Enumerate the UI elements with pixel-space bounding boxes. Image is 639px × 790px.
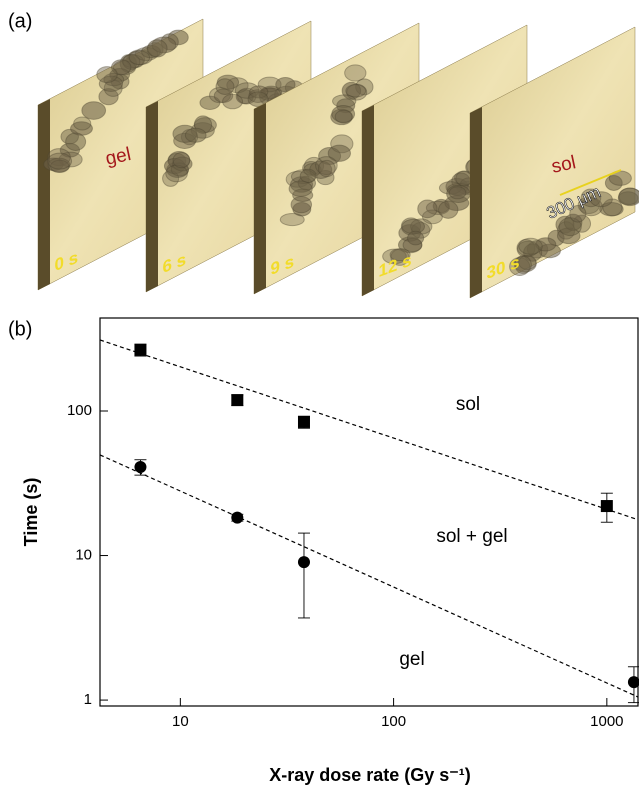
panel-b: (b) 10 100 1000 1 10 100 X-ray dose rate (Gy s⁻… xyxy=(8,318,639,785)
frame-edge xyxy=(470,107,482,298)
particle xyxy=(619,188,639,205)
particle xyxy=(216,79,234,95)
particle xyxy=(66,133,86,150)
data-point xyxy=(231,394,243,406)
panel-label: (a) xyxy=(8,10,32,32)
figure: (a)0 s6 s9 s12 s30 sgelsol300 μm (b) 10 10… xyxy=(0,0,639,790)
particle xyxy=(185,128,206,142)
region-label: sol + gel xyxy=(436,526,507,547)
particle xyxy=(82,102,106,120)
particle xyxy=(289,181,312,196)
region-label: sol xyxy=(456,394,480,415)
x-axis-label: X-ray dose rate (Gy s⁻¹) xyxy=(269,765,471,785)
error-bar xyxy=(298,533,310,618)
particle xyxy=(408,231,424,245)
x-tick-label: 100 xyxy=(381,713,406,730)
particle xyxy=(449,187,466,199)
data-point xyxy=(134,344,146,356)
frame-edge xyxy=(254,103,266,294)
frame-edge xyxy=(146,101,158,292)
particle xyxy=(74,117,91,130)
particle xyxy=(456,171,472,186)
particle xyxy=(97,67,117,83)
region-label: gel xyxy=(399,649,424,670)
x-tick-label: 10 xyxy=(172,713,189,730)
particle xyxy=(129,51,149,65)
particle xyxy=(173,153,190,168)
data-point xyxy=(628,676,639,688)
data-point xyxy=(298,556,310,568)
data-point xyxy=(231,512,243,524)
particle xyxy=(519,238,542,254)
frame-edge xyxy=(38,99,50,290)
y-tick-label: 100 xyxy=(67,402,92,419)
particle xyxy=(418,200,437,218)
particle xyxy=(335,110,352,123)
frame-edge xyxy=(362,105,374,296)
panel-label: (b) xyxy=(8,318,32,340)
particle xyxy=(318,160,335,176)
plot-frame xyxy=(100,318,638,706)
y-tick-label: 10 xyxy=(75,547,92,564)
particle xyxy=(223,94,243,109)
data-point xyxy=(601,500,613,512)
fit-line xyxy=(100,340,638,520)
y-tick-label: 1 xyxy=(84,691,92,708)
x-tick-label: 1000 xyxy=(590,713,623,730)
particle xyxy=(48,153,72,169)
data-point xyxy=(134,461,146,473)
particle xyxy=(439,201,458,218)
particle xyxy=(280,214,304,226)
particle xyxy=(148,40,168,57)
y-axis-label: Time (s) xyxy=(21,478,41,547)
fit-line xyxy=(100,455,638,697)
data-point xyxy=(298,416,310,428)
particle xyxy=(300,169,316,182)
